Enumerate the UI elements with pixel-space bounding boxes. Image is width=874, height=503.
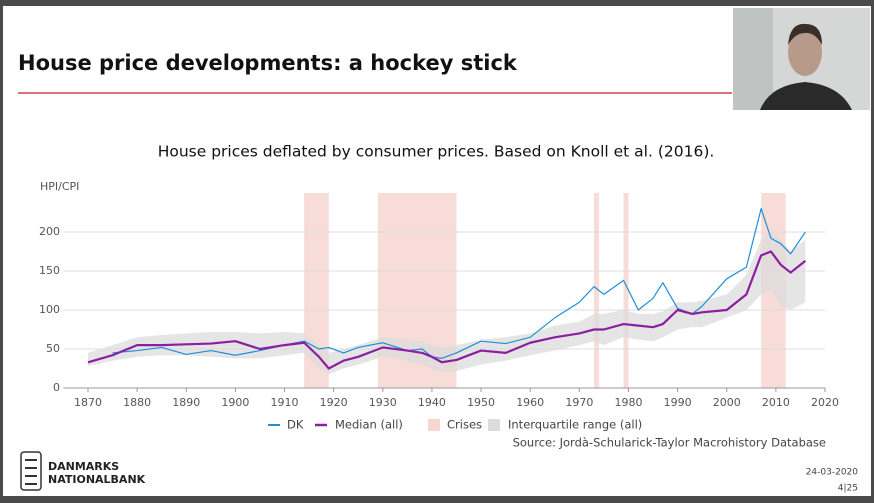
x-tick-label: 1880 — [123, 396, 151, 409]
iqr-band — [88, 232, 806, 374]
x-tick-label: 1920 — [320, 396, 348, 409]
y-tick-label: 150 — [39, 264, 60, 277]
crisis-span — [623, 193, 629, 388]
x-tick-label: 1870 — [74, 396, 102, 409]
x-tick-label: 1970 — [565, 396, 593, 409]
x-tick-label: 2000 — [713, 396, 741, 409]
x-tick-label: 2020 — [811, 396, 839, 409]
page-number: 4|25 — [838, 484, 858, 494]
crisis-span — [594, 193, 599, 388]
legend-swatch — [488, 419, 500, 431]
x-tick-label: 1890 — [172, 396, 200, 409]
slide-title: House price developments: a hockey stick — [18, 51, 518, 75]
x-tick-label: 1960 — [516, 396, 544, 409]
y-tick-label: 200 — [39, 225, 60, 238]
logo-text: NATIONALBANK — [48, 473, 146, 486]
legend-swatch — [428, 419, 440, 431]
date: 24-03-2020 — [806, 468, 859, 478]
x-tick-label: 1950 — [467, 396, 495, 409]
x-tick-label: 1980 — [614, 396, 642, 409]
x-tick-label: 1900 — [221, 396, 249, 409]
legend-label: Median (all) — [335, 418, 403, 432]
x-tick-label: 1940 — [418, 396, 446, 409]
series-line — [87, 250, 807, 370]
y-tick-label: 0 — [53, 381, 60, 394]
x-tick-label: 1910 — [271, 396, 299, 409]
legend: DK Median (all) Crises Interquartile range … — [268, 418, 642, 432]
legend-label: Interquartile range (all) — [508, 418, 642, 432]
logo-text: DANMARKS — [48, 460, 119, 473]
x-tick-label: 1990 — [664, 396, 692, 409]
y-tick-label: 50 — [46, 342, 60, 355]
webcam — [733, 8, 870, 110]
source: Source: Jordà-Schularick-Taylor Macrohis… — [513, 436, 826, 450]
x-tick-label: 1930 — [369, 396, 397, 409]
legend-label: Crises — [447, 418, 482, 432]
legend-label: DK — [287, 418, 304, 432]
chart-title: House prices deflated by consumer prices… — [158, 143, 715, 161]
x-tick-label: 2010 — [762, 396, 790, 409]
y-tick-label: 100 — [39, 303, 60, 316]
y-axis-label: HPI/CPI — [40, 180, 79, 193]
logo — [20, 451, 42, 491]
